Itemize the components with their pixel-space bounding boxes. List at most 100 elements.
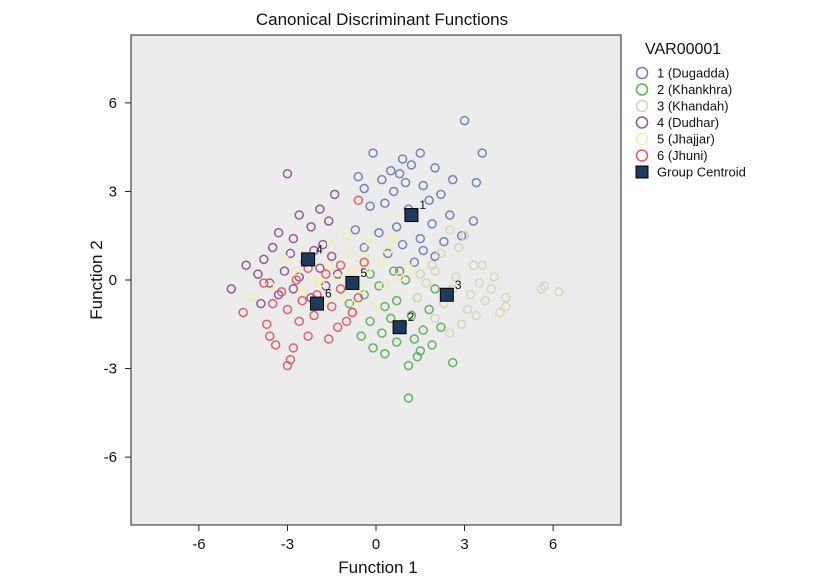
plot-area: [130, 34, 622, 526]
data-point: [273, 290, 284, 300]
group-centroid-marker: [301, 252, 316, 267]
data-point: [368, 343, 378, 353]
data-point: [394, 272, 405, 282]
data-point: [474, 278, 485, 288]
data-point: [391, 295, 402, 306]
series-group: [247, 230, 414, 312]
data-point: [418, 180, 428, 191]
data-point: [406, 160, 417, 170]
x-tick-label: 0: [372, 536, 380, 553]
data-point: [471, 177, 482, 188]
data-point: [341, 230, 352, 241]
data-point: [332, 322, 343, 332]
data-point: [332, 269, 343, 279]
series-group: [238, 195, 369, 371]
group-centroid-marker: [439, 287, 454, 302]
data-point: [368, 148, 378, 158]
data-point: [262, 319, 272, 330]
data-point: [273, 228, 284, 238]
data-point: [344, 298, 355, 309]
data-point: [371, 301, 381, 312]
data-point: [383, 245, 393, 256]
data-point: [539, 281, 550, 291]
centroid-label: 4: [316, 242, 323, 256]
data-point: [324, 334, 334, 344]
data-point: [288, 343, 299, 353]
data-point: [465, 290, 476, 300]
data-point: [391, 222, 402, 232]
group-centroid-marker: [345, 275, 360, 290]
legend-marker: [635, 99, 649, 113]
data-point: [359, 242, 369, 253]
data-point: [288, 233, 299, 244]
data-point: [456, 230, 467, 241]
data-point: [270, 340, 281, 350]
data-point: [418, 245, 428, 256]
data-point: [445, 225, 455, 235]
data-point: [297, 287, 307, 297]
x-tick-label: -3: [281, 536, 294, 553]
data-point: [312, 275, 322, 285]
data-point: [554, 287, 564, 297]
legend-label: 1 (Dugadda): [657, 66, 729, 81]
data-point: [285, 354, 296, 365]
data-point: [388, 186, 399, 197]
data-point: [536, 284, 547, 294]
data-point: [294, 210, 305, 220]
data-point: [353, 292, 364, 303]
data-point: [353, 171, 364, 182]
data-point: [388, 233, 399, 244]
data-point: [380, 198, 390, 209]
data-point: [480, 295, 490, 306]
data-point: [267, 298, 278, 309]
data-point: [445, 210, 455, 220]
centroid-label: 5: [360, 266, 367, 280]
chart-title: Canonical Discriminant Functions: [256, 10, 508, 29]
data-point: [403, 360, 414, 371]
data-point: [291, 266, 302, 276]
data-point: [430, 284, 440, 294]
data-point: [374, 228, 384, 238]
centroid-label: 1: [419, 198, 426, 212]
data-point: [456, 319, 467, 330]
data-point: [288, 284, 299, 294]
data-point: [241, 260, 251, 270]
data-point: [264, 278, 275, 288]
series-group: [412, 225, 564, 338]
data-point: [495, 307, 505, 318]
data-point: [468, 260, 479, 270]
data-point: [324, 216, 334, 226]
data-point: [326, 251, 337, 262]
data-point: [409, 257, 420, 268]
data-point: [415, 346, 426, 356]
data-point: [436, 248, 446, 259]
data-point: [226, 284, 237, 294]
data-point: [359, 257, 369, 268]
data-point: [486, 284, 496, 294]
data-point: [424, 304, 434, 315]
legend-title: VAR00001: [645, 41, 721, 58]
data-point: [450, 272, 461, 282]
data-point: [294, 316, 305, 327]
legend-centroid-marker: [635, 165, 649, 179]
data-point: [315, 204, 325, 214]
data-point: [459, 115, 470, 126]
legend-centroid-label: Group Centroid: [657, 165, 746, 180]
data-point: [282, 304, 293, 315]
legend-marker: [635, 149, 649, 162]
data-point: [276, 287, 287, 297]
data-point: [501, 301, 511, 312]
data-point: [315, 278, 325, 288]
series-group: [350, 115, 488, 276]
series-group: [344, 266, 458, 403]
group-centroid-marker: [309, 296, 324, 311]
data-point: [430, 313, 440, 324]
data-point: [406, 310, 417, 321]
data-point: [291, 275, 302, 285]
data-point: [394, 168, 405, 179]
x-tick-label: -6: [192, 536, 205, 553]
data-point: [365, 236, 375, 247]
data-point: [415, 269, 426, 279]
data-point: [359, 251, 369, 262]
data-point: [453, 242, 464, 253]
